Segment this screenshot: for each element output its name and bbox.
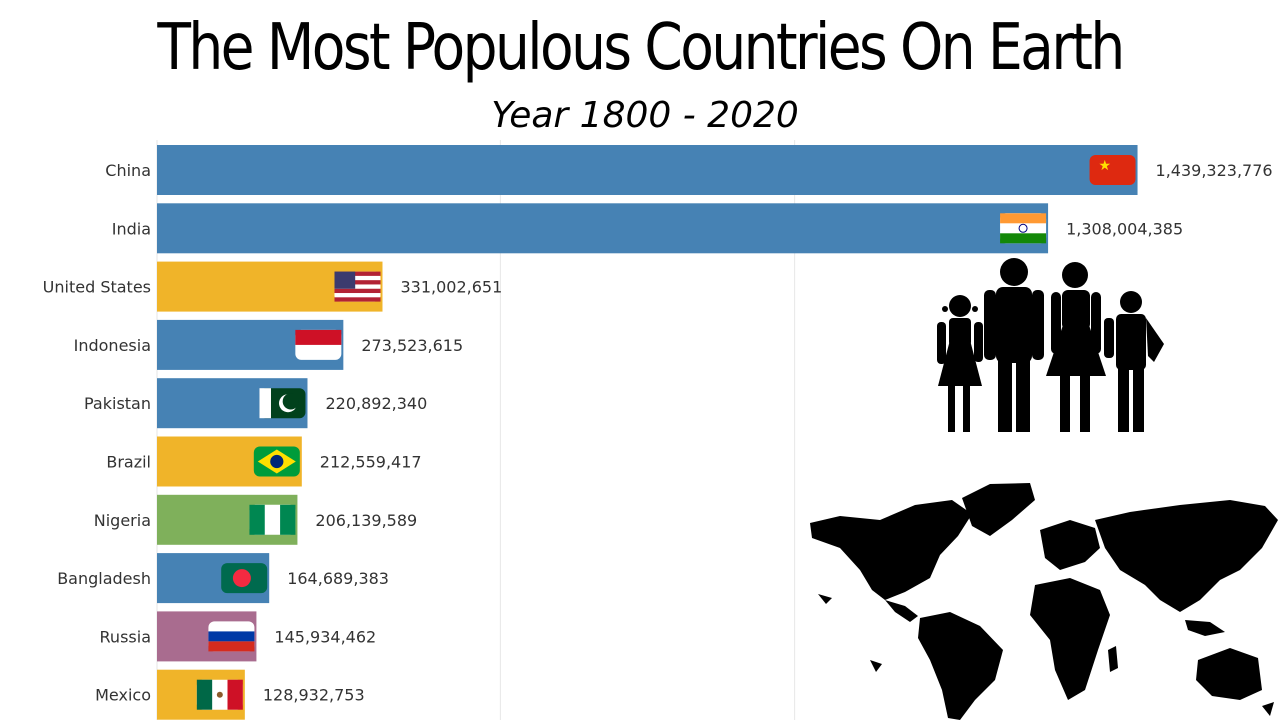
bar-row: Russia 145,934,462 (100, 611, 376, 662)
category-label: Russia (100, 627, 151, 646)
bar-row: Brazil 212,559,417 (106, 436, 422, 487)
bar-row: Pakistan 220,892,340 (84, 378, 427, 429)
bar-china (157, 145, 1138, 195)
indonesia-flag-icon (295, 329, 342, 360)
category-label: United States (43, 278, 151, 297)
value-label: 1,439,323,776 (1156, 161, 1273, 180)
value-label: 128,932,753 (263, 686, 365, 705)
bar-row: India 1,308,004,385 (112, 203, 1183, 254)
category-label: Indonesia (74, 336, 151, 355)
bar-row: Indonesia 273,523,615 (74, 319, 463, 370)
value-label: 212,559,417 (320, 453, 422, 472)
india-flag-icon (1000, 213, 1047, 244)
value-label: 1,308,004,385 (1066, 219, 1183, 238)
russia-flag-icon (208, 621, 255, 652)
category-label: India (112, 219, 151, 238)
bar-row: Nigeria 206,139,589 (94, 494, 417, 545)
brazil-flag-icon (253, 446, 300, 477)
bar-row: China ★ 1,439,323,776 (105, 145, 1273, 195)
value-label: 273,523,615 (361, 336, 463, 355)
category-label: China (105, 161, 151, 180)
bar-row: Bangladesh 164,689,383 (57, 553, 389, 604)
category-label: Pakistan (84, 394, 151, 413)
value-label: 164,689,383 (287, 569, 389, 588)
bar-india (157, 203, 1049, 254)
category-label: Mexico (95, 686, 151, 705)
pakistan-flag-icon (259, 388, 306, 419)
svg-text:★: ★ (1099, 158, 1112, 174)
bangladesh-flag-icon (221, 563, 268, 594)
bar-row: United States 331,002,651 (43, 261, 502, 312)
value-label: 145,934,462 (274, 627, 376, 646)
china-flag-icon: ★ (1089, 155, 1136, 185)
united-states-flag-icon (334, 271, 381, 302)
value-label: 331,002,651 (400, 278, 502, 297)
category-label: Brazil (106, 453, 151, 472)
category-label: Bangladesh (57, 569, 151, 588)
category-label: Nigeria (94, 511, 151, 530)
chart-subtitle: Year 1800 - 2020 (491, 95, 799, 136)
nigeria-flag-icon (249, 504, 296, 535)
value-label: 206,139,589 (315, 511, 417, 530)
value-label: 220,892,340 (325, 394, 427, 413)
bar-row: Mexico 128,932,753 (95, 669, 365, 720)
mexico-flag-icon (196, 679, 243, 710)
chart-title: The Most Populous Countries On Earth (157, 11, 1125, 85)
